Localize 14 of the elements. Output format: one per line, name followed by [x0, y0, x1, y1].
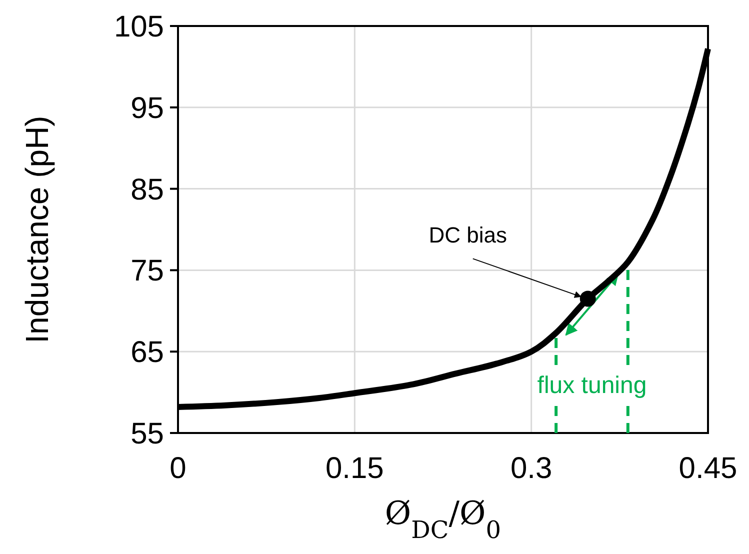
x-tick-label: 0.15 — [325, 452, 384, 485]
y-tick-label: 95 — [130, 92, 164, 125]
y-axis-title: Inductance (pH) — [19, 116, 55, 344]
x-tick-label: 0.3 — [510, 452, 552, 485]
y-tick-label: 105 — [114, 10, 164, 44]
y-tick-label: 85 — [130, 173, 164, 206]
y-tick-label: 75 — [130, 254, 164, 288]
x-axis-title: Ø$_{DC}$/Ø$_{0}$ — [384, 494, 502, 544]
annotation: flux tuning — [537, 372, 647, 399]
y-tick-label: 65 — [130, 336, 164, 370]
x-tick-label: 0.45 — [678, 452, 738, 485]
annotation: DC bias — [428, 222, 507, 248]
y-tick-label: 55 — [130, 418, 164, 450]
x-tick-label: 0 — [170, 452, 186, 485]
